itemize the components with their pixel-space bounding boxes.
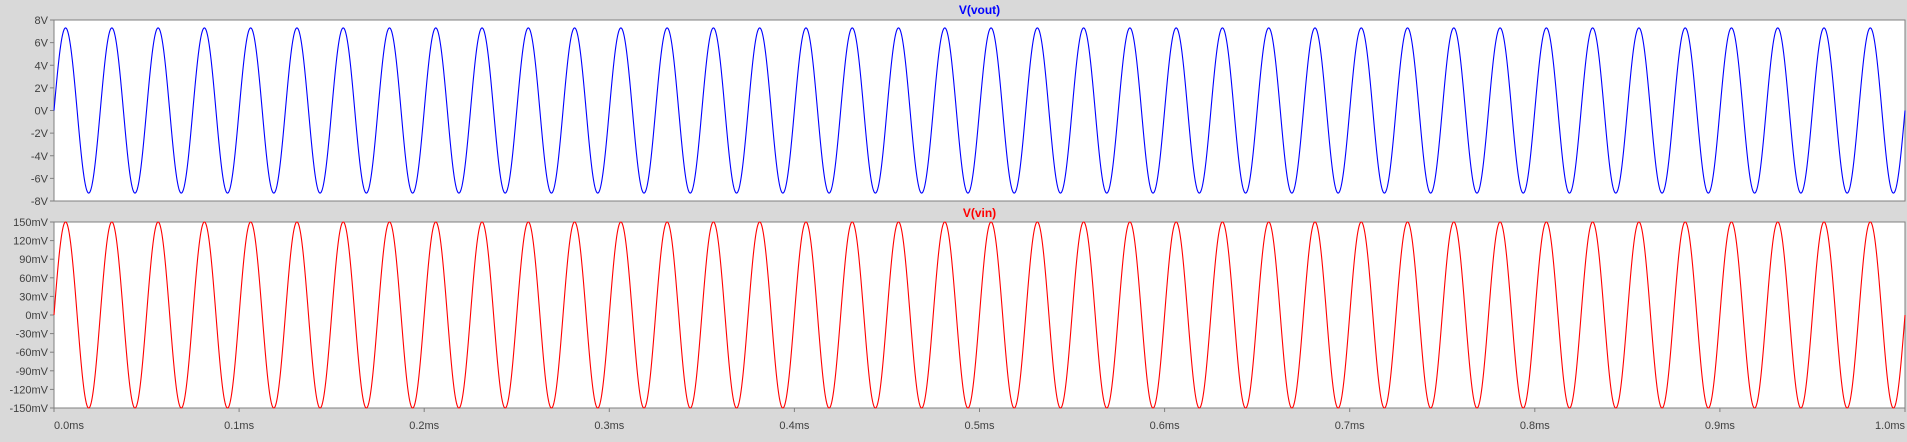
x-tick-label: 0.8ms bbox=[1520, 420, 1550, 432]
y-tick-label-vin: -150mV bbox=[9, 403, 48, 415]
y-tick-label-vin: 150mV bbox=[13, 217, 49, 229]
plot-title-vout: V(vout) bbox=[959, 3, 1000, 17]
x-tick-label: 0.0ms bbox=[54, 420, 84, 432]
y-tick-label-vin: 30mV bbox=[19, 291, 48, 303]
y-tick-label-vout: 4V bbox=[35, 60, 49, 72]
x-tick-label: 0.5ms bbox=[965, 420, 995, 432]
y-tick-label-vout: 0V bbox=[35, 106, 49, 118]
y-tick-label-vin: -60mV bbox=[16, 347, 49, 359]
y-tick-label-vin: 90mV bbox=[19, 254, 48, 266]
y-tick-label-vin: 0mV bbox=[25, 310, 48, 322]
x-tick-label: 0.7ms bbox=[1335, 420, 1365, 432]
y-tick-label-vout: 2V bbox=[35, 83, 49, 95]
y-tick-label-vin: 60mV bbox=[19, 273, 48, 285]
x-tick-label: 0.9ms bbox=[1705, 420, 1735, 432]
y-tick-label-vout: -4V bbox=[31, 151, 49, 163]
y-tick-label-vin: -30mV bbox=[16, 329, 49, 341]
y-tick-label-vout: -2V bbox=[31, 128, 49, 140]
x-tick-label: 0.2ms bbox=[409, 420, 439, 432]
y-tick-label-vin: 120mV bbox=[13, 236, 49, 248]
x-tick-label: 0.6ms bbox=[1150, 420, 1180, 432]
x-tick-label: 0.1ms bbox=[224, 420, 254, 432]
y-tick-label-vout: -6V bbox=[31, 173, 49, 185]
y-tick-label-vin: -90mV bbox=[16, 366, 49, 378]
y-tick-label-vin: -120mV bbox=[9, 384, 48, 396]
y-tick-label-vout: -8V bbox=[31, 196, 49, 208]
x-tick-label: 0.4ms bbox=[779, 420, 809, 432]
plot-title-vin: V(vin) bbox=[963, 206, 996, 220]
trace-vout bbox=[53, 27, 1906, 194]
x-tick-label: 1.0ms bbox=[1875, 420, 1905, 432]
y-tick-label-vout: 6V bbox=[35, 38, 49, 50]
y-tick-label-vout: 8V bbox=[35, 15, 49, 27]
trace-vin bbox=[53, 221, 1906, 409]
x-tick-label: 0.3ms bbox=[594, 420, 624, 432]
